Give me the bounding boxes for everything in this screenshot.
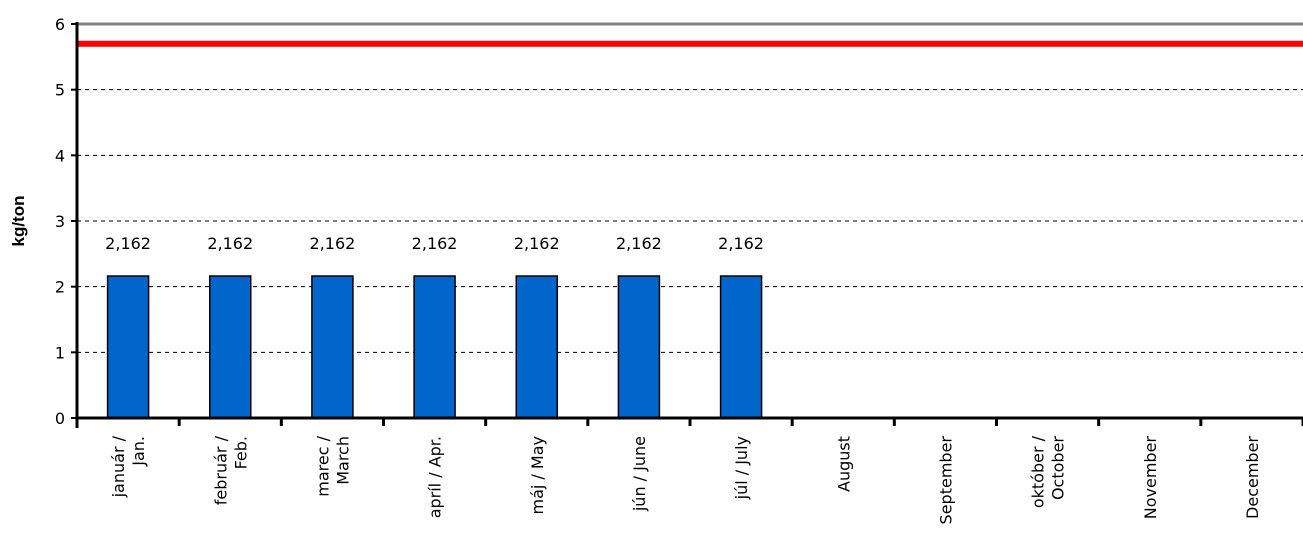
data-label: 2,162 [514, 234, 560, 253]
y-tick-label: 5 [55, 81, 65, 100]
y-tick-label: 6 [55, 15, 65, 34]
axes: 0 1 2 3 4 5 6 január / Jan. február / Feb. marec / M… [55, 15, 1303, 524]
y-axis-label: kg/ton [9, 196, 28, 247]
data-label: 2,162 [412, 234, 458, 253]
bar [209, 275, 252, 419]
x-category-label: November [1141, 436, 1160, 520]
x-category-label: júl / July [732, 436, 751, 500]
bar [617, 275, 661, 419]
x-category-label: October [1049, 436, 1068, 500]
x-category-label: apríl / Apr. [426, 436, 445, 518]
bar [311, 275, 354, 419]
x-category-label: August [834, 436, 853, 492]
x-category-label: február / [211, 435, 230, 505]
data-labels: 2,162 2,162 2,162 2,162 2,162 2,162 2,162 [105, 234, 764, 253]
bar [413, 275, 456, 419]
bar [515, 275, 558, 419]
x-category-label: jún / June [630, 436, 649, 512]
x-category-label: marec / [313, 435, 332, 496]
bars [106, 275, 763, 419]
x-category-label: September [936, 436, 955, 525]
data-label: 2,162 [616, 234, 662, 253]
y-tick-label: 1 [55, 343, 65, 362]
y-tick-label: 0 [55, 409, 65, 428]
x-category-label: Feb. [231, 436, 250, 469]
data-label: 2,162 [207, 234, 253, 253]
x-category-label: máj / May [528, 436, 547, 514]
y-tick-label: 3 [55, 212, 65, 231]
x-category-label: Jan. [129, 436, 148, 467]
bar [106, 275, 150, 419]
x-category-label: December [1243, 436, 1262, 519]
data-label: 2,162 [718, 234, 764, 253]
x-category-label: March [333, 436, 352, 485]
y-tick-label: 4 [55, 146, 65, 165]
y-tick-label: 2 [55, 278, 65, 297]
data-label: 2,162 [105, 234, 151, 253]
x-category-label: január / [109, 435, 128, 498]
x-category-label: október / [1029, 435, 1048, 508]
bar [719, 275, 763, 419]
gridlines [77, 22, 1303, 353]
data-label: 2,162 [310, 234, 356, 253]
